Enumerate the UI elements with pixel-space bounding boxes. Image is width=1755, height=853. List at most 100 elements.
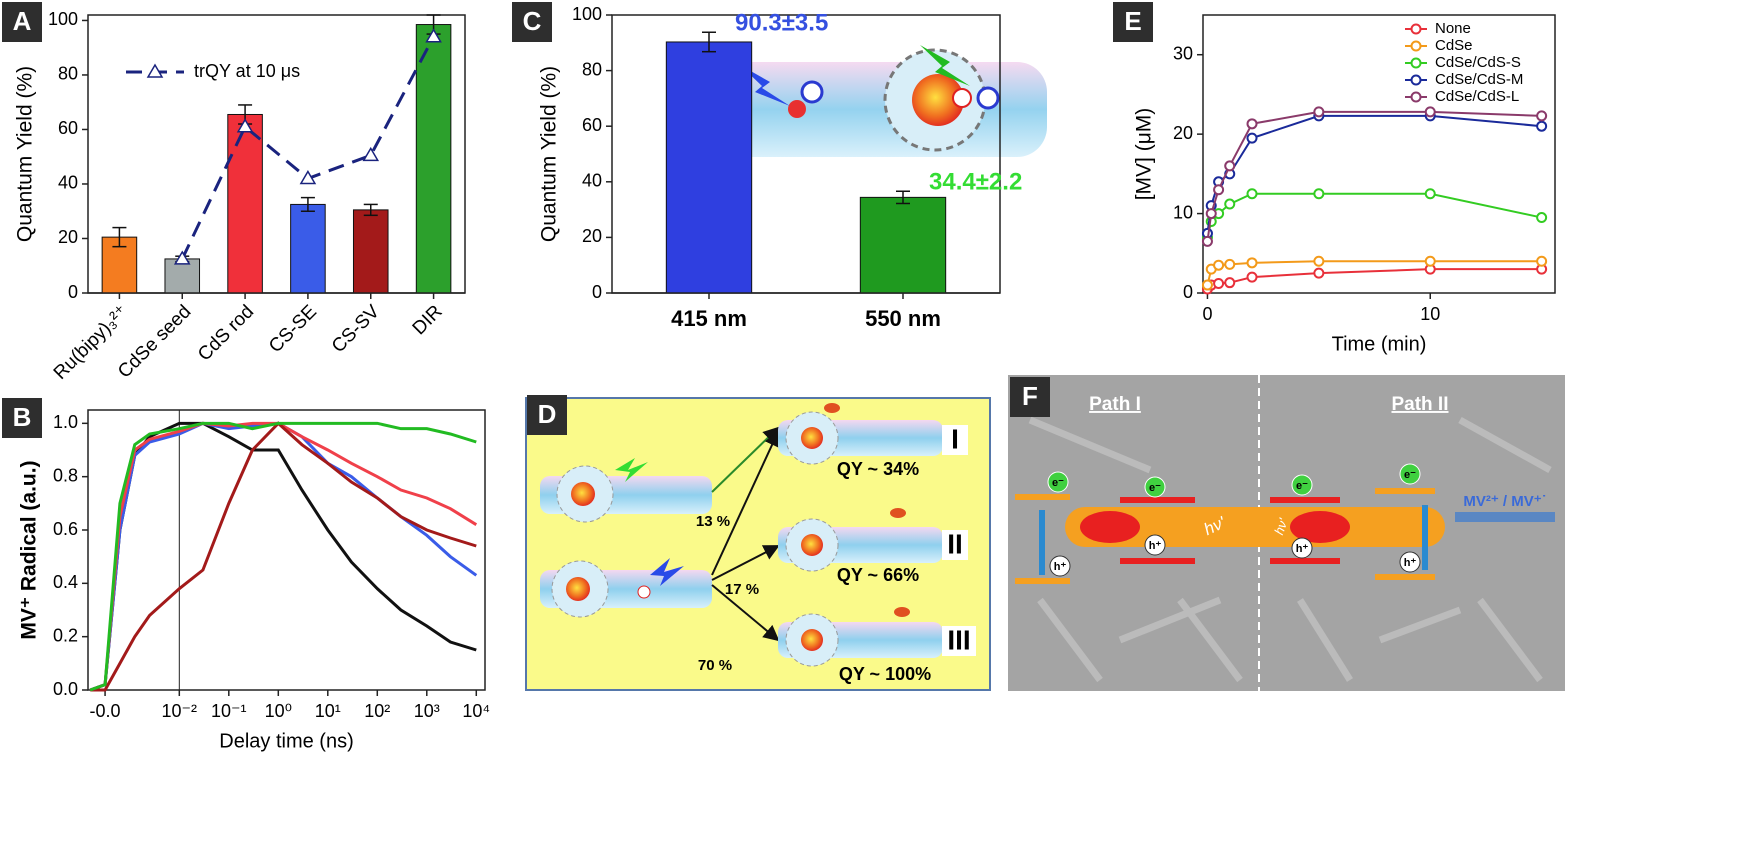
series-line [89,421,478,692]
point [1313,255,1325,267]
c-inset [712,45,1047,157]
point [1213,259,1225,271]
legend-marker [1410,40,1422,52]
panel-label: D [538,399,557,429]
series-line [1206,268,1542,290]
line-marker [299,170,317,185]
point [1536,255,1548,267]
point [1536,110,1548,122]
x-tick-label: 10³ [414,701,440,721]
electron-label: e⁻ [1149,482,1161,494]
y-axis-label: [MV] (μM) [1133,108,1156,201]
series-line [90,421,477,692]
electron-label: e⁻ [1404,469,1416,481]
y-axis-label: MV⁺ Radical (a.u.) [18,460,41,639]
point [1536,120,1548,132]
legend-label: None [1435,20,1471,37]
y-tick-label: 1.0 [53,412,78,432]
error-bar [702,31,716,53]
panel-label: F [1022,381,1038,411]
y-tick-label: 0 [68,282,78,302]
panel-label: E [1124,6,1141,36]
plot-frame [1202,14,1556,294]
hole-label: h⁺ [1296,543,1309,555]
branch-percent: 17 % [725,581,759,598]
point [1313,188,1325,200]
x-tick-label: 10² [364,701,390,721]
legend-label: trQY at 10 μs [194,61,300,81]
panel-label-box [1010,377,1050,417]
y-tick-label: 0.8 [53,465,78,485]
point [1424,106,1436,118]
series-line [1206,110,1542,242]
series-line [1206,192,1542,238]
electron-label: e⁻ [1296,480,1308,492]
y-tick-label: 0.6 [53,519,78,539]
series-line [1206,260,1542,286]
x-tick-label: 10⁻² [162,701,198,721]
y-axis-label: Quantum Yield (%) [538,66,561,242]
point [1536,212,1548,224]
legend-marker [1410,23,1422,35]
quantum-yield: QY ~ 34% [837,459,919,479]
point [1246,257,1258,269]
y-tick-label: 100 [48,9,78,29]
value-label: 90.3±3.5 [735,10,828,37]
legend-label: CdSe/CdS-M [1435,71,1523,88]
line-marker [362,146,380,162]
bar [665,41,753,294]
point [1424,188,1436,200]
legend-marker [1410,74,1422,86]
y-axis-label: Quantum Yield (%) [14,66,37,242]
y-tick-label: 20 [58,227,78,247]
series-line [1206,114,1542,234]
y-tick-label: 0.4 [53,572,78,592]
panel-label: A [13,6,32,36]
line-marker [173,250,191,265]
y-tick-label: 10 [1173,202,1193,222]
path-numeral: III [947,624,970,655]
bar [415,24,452,294]
bar [352,209,389,294]
bar [859,196,947,294]
point [1246,271,1258,283]
point [1246,188,1258,200]
x-tick-label: DIR [409,301,447,339]
y-tick-label: 100 [572,4,602,24]
point [1205,208,1217,220]
value-label: 34.4±2.2 [929,169,1022,196]
y-tick-label: 60 [582,115,602,135]
legend-marker [1410,57,1422,69]
x-tick-label: CS-SE [265,301,321,357]
bar [290,203,326,294]
point [1224,198,1236,210]
path-label: Path II [1391,394,1448,415]
point [1313,106,1325,118]
legend-label: CdSe/CdS-L [1435,88,1519,105]
branch-percent: 70 % [698,657,732,674]
path-label: Path I [1089,394,1141,415]
legend-label: CdSe/CdS-S [1435,54,1521,71]
hole-label: h⁺ [1149,540,1162,552]
x-axis-label: Time (min) [1332,333,1427,355]
electron-label: e⁻ [1052,477,1064,489]
point [1201,235,1213,247]
panel-label: B [13,402,32,432]
plot-frame [87,409,486,691]
legend-marker [146,63,164,78]
y-tick-label: 20 [1173,123,1193,143]
y-tick-label: 40 [582,171,602,191]
error-bar [300,196,315,212]
point [1213,277,1225,289]
line-marker [236,118,254,133]
y-tick-label: 20 [582,226,602,246]
panel-label-box [2,398,42,438]
hole-label: h⁺ [1054,561,1067,573]
path-numeral: I [951,423,959,454]
point [1246,118,1258,130]
y-tick-label: 80 [582,59,602,79]
branch-percent: 13 % [696,513,730,530]
point [1213,184,1225,196]
y-tick-label: 30 [1173,43,1193,63]
